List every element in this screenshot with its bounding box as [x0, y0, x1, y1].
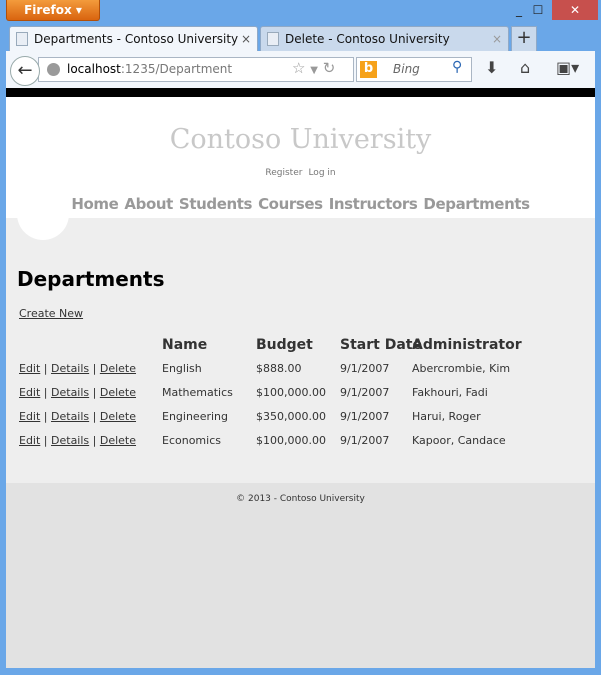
site-header — [6, 97, 595, 218]
new-tab-button[interactable]: + — [511, 26, 537, 51]
url-host: localhost — [67, 62, 121, 76]
menu-departments[interactable]: Departments — [423, 195, 530, 213]
column-header-administrator: Administrator — [412, 337, 522, 353]
table-cell: $350,000.00 — [256, 410, 326, 423]
edit-link[interactable]: Edit — [19, 434, 41, 447]
home-icon[interactable]: ⌂ — [520, 58, 531, 77]
menu-about[interactable]: About — [124, 195, 173, 213]
search-icon[interactable]: ⚲ — [452, 59, 463, 75]
delete-link[interactable]: Delete — [99, 386, 137, 399]
page-icon — [16, 32, 28, 46]
minimize-button[interactable]: _ — [516, 3, 522, 17]
tab-departments[interactable]: Departments - Contoso University × — [9, 26, 258, 51]
cell-name: Mathematics — [162, 386, 233, 399]
details-link[interactable]: Details — [51, 434, 90, 447]
cell-start-date: 9/1/2007 — [340, 434, 390, 447]
bing-icon[interactable]: b — [360, 61, 377, 78]
table-cell: Harui, Roger — [412, 410, 481, 423]
globe-icon — [47, 63, 60, 76]
url-path: :1235/Department — [120, 62, 233, 76]
tab-title: Departments - Contoso University — [34, 32, 239, 46]
back-button[interactable]: ← — [10, 56, 40, 86]
menu-courses[interactable]: Courses — [258, 195, 323, 213]
search-placeholder: Bing — [393, 62, 420, 76]
menu-students[interactable]: Students — [178, 195, 253, 213]
download-icon[interactable]: ⬇ — [485, 58, 499, 77]
cell-administrator: Abercrombie, Kim — [412, 362, 511, 375]
page-icon — [267, 32, 279, 46]
cell-start-date: 9/1/2007 — [340, 386, 390, 399]
table-cell: 9/1/2007 — [340, 410, 389, 423]
column-header-budget: Budget — [256, 337, 313, 353]
table-row: Economics — [162, 434, 221, 447]
bookmark-star-icon[interactable]: ☆ — [292, 59, 306, 77]
main-menu: Home About Students Courses Instructors Depar… — [6, 195, 595, 213]
table-row: English — [162, 362, 202, 375]
cell-administrator: Fakhouri, Fadi — [412, 386, 488, 399]
row-actions: Edit | Details | Delete — [19, 362, 137, 375]
table-cell: 9/1/2007 — [340, 386, 389, 399]
column-header-name: Name — [162, 337, 208, 353]
create-new-link[interactable]: Create New — [19, 307, 84, 320]
column-header-start-date: Start Date — [340, 337, 422, 353]
cell-name: Engineering — [162, 410, 228, 423]
details-link[interactable]: Details — [51, 410, 90, 423]
menu-home[interactable]: Home — [71, 195, 119, 213]
tab-title: Delete - Contoso University — [285, 32, 450, 46]
details-link[interactable]: Details — [51, 386, 90, 399]
cell-administrator: Harui, Roger — [412, 410, 481, 423]
close-tab-icon[interactable]: × — [491, 32, 502, 46]
menu-instructors[interactable]: Instructors — [328, 195, 418, 213]
details-link[interactable]: Details — [51, 362, 90, 375]
table-cell: 9/1/2007 — [340, 362, 389, 375]
login-links: Register Log in — [6, 168, 595, 178]
maximize-button[interactable]: ☐ — [532, 3, 544, 17]
register-link[interactable]: Register — [265, 168, 303, 178]
bookmarks-icon[interactable]: ▣▾ — [556, 58, 580, 77]
cell-budget: $350,000.00 — [256, 410, 326, 423]
row-actions: Edit | Details | Delete — [19, 410, 137, 423]
cell-name: English — [162, 362, 202, 375]
cell-budget: $100,000.00 — [256, 386, 326, 399]
tab-delete[interactable]: Delete - Contoso University × — [260, 26, 509, 51]
edit-link[interactable]: Edit — [19, 386, 41, 399]
firefox-label: Firefox — [24, 3, 72, 17]
table-row: Mathematics — [162, 386, 233, 399]
table-cell: 9/1/2007 — [340, 434, 389, 447]
cell-administrator: Kapoor, Candace — [412, 434, 506, 447]
login-link[interactable]: Log in — [308, 168, 336, 178]
cell-budget: $888.00 — [256, 362, 302, 375]
footer-text: © 2013 - Contoso University — [236, 494, 365, 504]
edit-link[interactable]: Edit — [19, 410, 41, 423]
cell-name: Economics — [162, 434, 221, 447]
table-cell: Kapoor, Candace — [412, 434, 506, 447]
row-actions: Edit | Details | Delete — [19, 386, 137, 399]
edit-link[interactable]: Edit — [19, 362, 41, 375]
reload-icon[interactable]: ↻ — [322, 59, 336, 77]
row-actions: Edit | Details | Delete — [19, 434, 137, 447]
table-cell: Fakhouri, Fadi — [412, 386, 488, 399]
delete-link[interactable]: Delete — [99, 434, 137, 447]
page-title: Departments — [17, 267, 165, 291]
main-content — [6, 218, 595, 483]
close-tab-icon[interactable]: × — [240, 32, 251, 46]
table-cell: $100,000.00 — [256, 386, 326, 399]
dropdown-icon[interactable]: ▼ — [310, 65, 318, 76]
url-actions: ☆ ▼ ↻ — [292, 59, 335, 77]
site-title[interactable]: Contoso University — [169, 124, 432, 155]
table-cell: $888.00 — [256, 362, 302, 375]
table-cell: Abercrombie, Kim — [412, 362, 510, 375]
cell-budget: $100,000.00 — [256, 434, 326, 447]
cell-start-date: 9/1/2007 — [340, 362, 390, 375]
delete-link[interactable]: Delete — [99, 410, 137, 423]
delete-link[interactable]: Delete — [99, 362, 137, 375]
firefox-menu-button[interactable]: Firefox ▾ — [6, 0, 100, 21]
table-row: Engineering — [162, 410, 228, 423]
page-top-bar — [6, 88, 595, 97]
close-window-button[interactable]: ✕ — [552, 0, 598, 20]
url-bar[interactable]: localhost:1235/Department — [38, 57, 354, 82]
decoration — [17, 200, 69, 240]
table-cell: $100,000.00 — [256, 434, 326, 447]
cell-start-date: 9/1/2007 — [340, 410, 390, 423]
